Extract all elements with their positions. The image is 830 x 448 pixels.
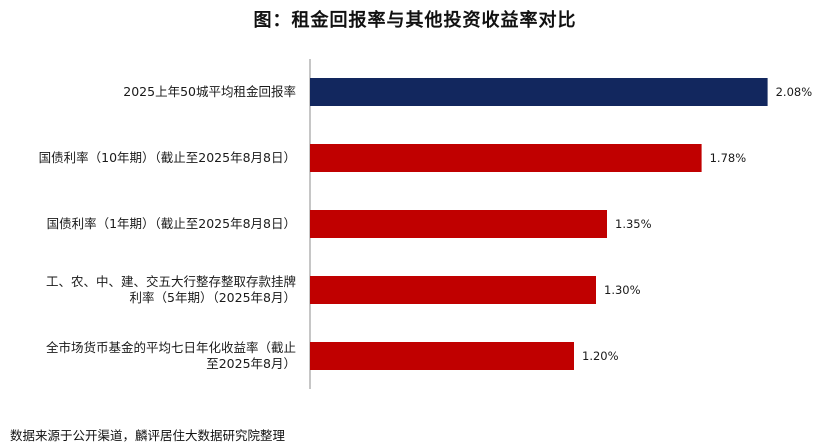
bar-value-label: 2.08% (776, 85, 813, 99)
bar-value-label: 1.30% (604, 283, 641, 297)
category-label: 2025上年50城平均租金回报率 (123, 84, 296, 99)
bar-chart: 2.08% 2025上年50城平均租金回报率 1.78% 国债利率（10年期）（截止至… (39, 59, 813, 389)
bar-value-label: 1.20% (582, 349, 619, 363)
category-label: 国债利率（10年期）（截止至2025年8月8日） (39, 150, 296, 165)
bar (310, 210, 607, 238)
category-label: 工、农、中、建、交五大行整存整取存款挂牌利率（5年期）（2025年8月） (46, 274, 296, 305)
category-label: 国债利率（1年期）（截止至2025年8月8日） (47, 216, 296, 231)
chart-title: 图：租金回报率与其他投资收益率对比 (253, 10, 577, 31)
category-label: 全市场货币基金的平均七日年化收益率（截止至2025年8月） (46, 340, 296, 371)
bar-value-label: 1.78% (710, 151, 747, 165)
bar (310, 342, 574, 370)
bar (310, 78, 768, 106)
bar (310, 276, 596, 304)
data-source-note: 数据来源于公开渠道，麟评居住大数据研究院整理 (10, 428, 286, 443)
bar-value-label: 1.35% (615, 217, 652, 231)
bar (310, 144, 702, 172)
